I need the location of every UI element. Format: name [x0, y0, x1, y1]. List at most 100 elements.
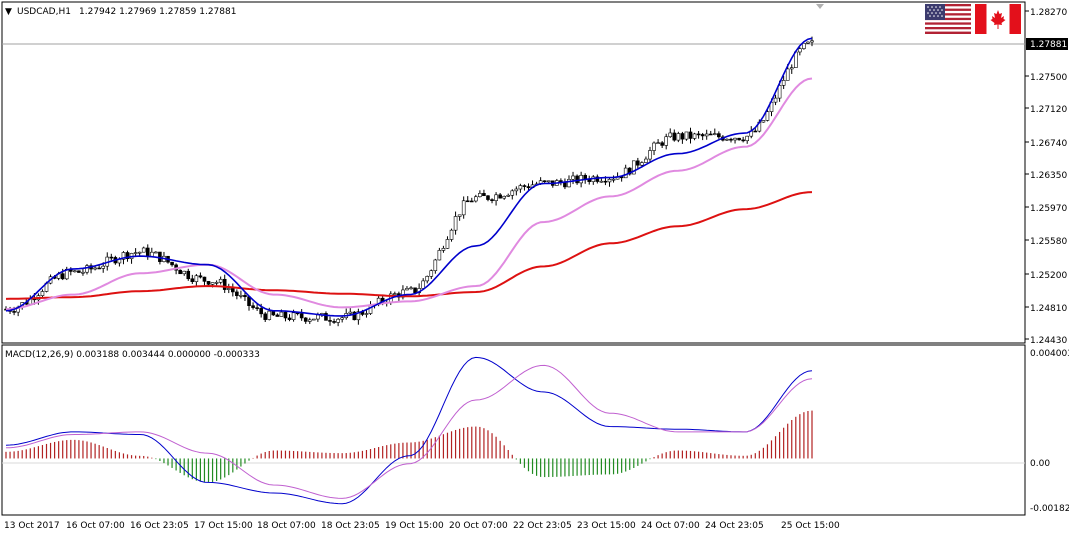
candle — [441, 245, 446, 253]
candle-body — [482, 193, 486, 197]
candle-body — [708, 133, 713, 136]
candle-body — [696, 133, 701, 136]
candle — [773, 94, 778, 106]
price-tick-label: 1.24810 — [1030, 304, 1067, 314]
candle-body — [729, 138, 733, 141]
chart-shift-marker-icon[interactable] — [816, 4, 824, 9]
candle-body — [316, 314, 320, 320]
candle — [741, 136, 745, 143]
candle-body — [150, 251, 154, 257]
candle-body — [603, 180, 608, 183]
price-tick-label: 1.28270 — [1030, 8, 1067, 18]
macd-signal-line — [5, 364, 813, 499]
canada-flag-icon — [975, 4, 1021, 34]
candle — [299, 309, 304, 321]
current-price-box — [1026, 38, 1068, 50]
ohlc-label: 1.27942 1.27969 1.27859 1.27881 — [79, 7, 236, 17]
candle — [235, 289, 239, 300]
candle — [761, 120, 766, 123]
candle — [77, 270, 81, 273]
candle — [255, 303, 259, 311]
candle — [239, 290, 243, 299]
candle-body — [275, 314, 280, 317]
time-tick-label: 18 Oct 07:00 — [257, 521, 316, 531]
candle — [518, 183, 523, 193]
candle — [526, 183, 531, 190]
ma-fast-line — [5, 37, 813, 317]
candle — [182, 270, 187, 276]
time-tick-label: 17 Oct 15:00 — [194, 521, 253, 531]
candle-body — [522, 185, 527, 187]
candle — [737, 137, 741, 141]
candle-body — [611, 178, 616, 181]
price-tick-label: 1.25970 — [1030, 204, 1067, 214]
candle — [595, 174, 600, 184]
candle — [141, 246, 146, 253]
candle — [170, 261, 174, 267]
candle-body — [700, 134, 705, 137]
main-pane[interactable] — [1, 1, 1026, 344]
candle-body — [737, 137, 741, 141]
candle — [231, 283, 235, 297]
candle — [449, 228, 454, 242]
candle — [198, 272, 203, 279]
price-tick-label: 1.27120 — [1030, 105, 1067, 115]
candle-body — [469, 200, 474, 203]
candle — [328, 316, 332, 326]
price-tick-label: 1.25200 — [1030, 271, 1067, 281]
macd-header-label: MACD(12,26,9) 0.003188 0.003444 0.000000… — [5, 350, 260, 360]
dropdown-triangle-icon[interactable]: ▼ — [5, 7, 12, 17]
candle — [599, 178, 604, 183]
candle — [453, 211, 458, 235]
price-axis: 1.28270 1.27500 1.27120 1.26740 1.26350 … — [1025, 8, 1067, 346]
candle-body — [145, 247, 150, 257]
candle — [429, 269, 434, 280]
candle — [474, 194, 478, 203]
candle-body — [474, 196, 478, 202]
candle-body — [287, 317, 292, 320]
candle-body — [704, 133, 709, 137]
candle-body — [324, 313, 328, 321]
candle-body — [676, 133, 681, 141]
time-axis: 13 Oct 2017 16 Oct 07:00 16 Oct 23:05 17… — [4, 521, 840, 531]
price-tick-label: 1.24430 — [1030, 336, 1067, 346]
candle-body — [741, 139, 745, 142]
candle — [587, 175, 592, 185]
candle — [725, 138, 729, 141]
candle-body — [125, 252, 130, 260]
candle — [405, 286, 409, 291]
candle-body — [170, 261, 174, 266]
candle-body — [259, 308, 263, 315]
candle-body — [498, 194, 502, 199]
price-tick-label: 1.27500 — [1030, 73, 1067, 83]
candle-body — [490, 199, 494, 201]
candle-body — [433, 259, 438, 272]
candle — [494, 192, 498, 206]
macd-tick-label: 0.004003 — [1030, 349, 1069, 359]
candle — [514, 186, 519, 196]
candle-body — [692, 133, 697, 139]
candle-body — [595, 176, 600, 182]
candle — [502, 195, 506, 200]
candle-body — [640, 162, 644, 166]
price-tick-label: 1.25580 — [1030, 237, 1067, 247]
candle — [202, 276, 207, 286]
candle — [575, 174, 579, 185]
candle — [425, 275, 430, 284]
candle-body — [785, 68, 790, 81]
time-tick-label: 25 Oct 15:00 — [781, 521, 840, 531]
macd-pane[interactable] — [1, 344, 1026, 516]
candle-body — [231, 288, 235, 293]
macd-lines — [5, 356, 813, 505]
candle-body — [81, 271, 85, 274]
candle-body — [340, 317, 344, 320]
candle — [478, 190, 482, 198]
candle-body — [178, 269, 182, 275]
time-tick-label: 18 Oct 23:05 — [321, 521, 380, 531]
candle — [194, 274, 199, 287]
candle-body — [567, 179, 571, 188]
candle-body — [636, 160, 640, 166]
candle-body — [765, 111, 770, 121]
candle — [206, 281, 211, 286]
